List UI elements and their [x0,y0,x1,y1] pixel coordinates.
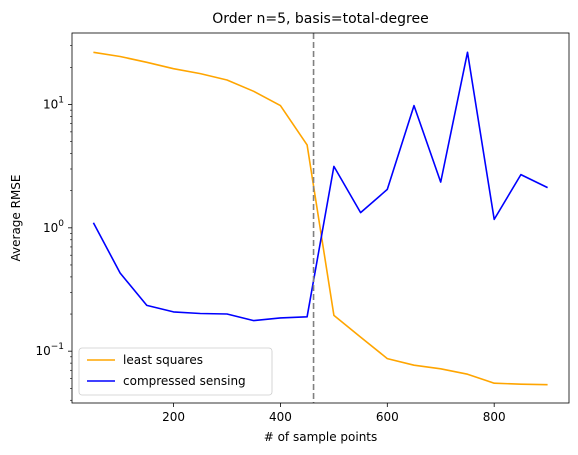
x-tick-label: 800 [483,410,506,424]
series-line-0 [93,52,547,384]
series-line-1 [93,52,547,320]
y-tick-label: 10−1 [35,342,64,358]
legend-label: least squares [123,353,203,367]
legend: least squares compressed sensing [79,348,272,395]
series-layer [93,52,547,384]
y-axis: 10−1 100 101 [35,46,72,401]
x-axis: 200 400 600 800 [162,403,506,424]
x-tick-label: 200 [162,410,185,424]
y-tick-label: 101 [43,96,64,112]
y-axis-label: Average RMSE [9,175,23,262]
x-axis-label: # of sample points [264,430,378,444]
chart-title: Order n=5, basis=total-degree [212,11,428,27]
x-tick-label: 400 [269,410,292,424]
y-tick-label: 100 [43,219,64,235]
legend-label: compressed sensing [123,374,246,388]
x-tick-label: 600 [376,410,399,424]
